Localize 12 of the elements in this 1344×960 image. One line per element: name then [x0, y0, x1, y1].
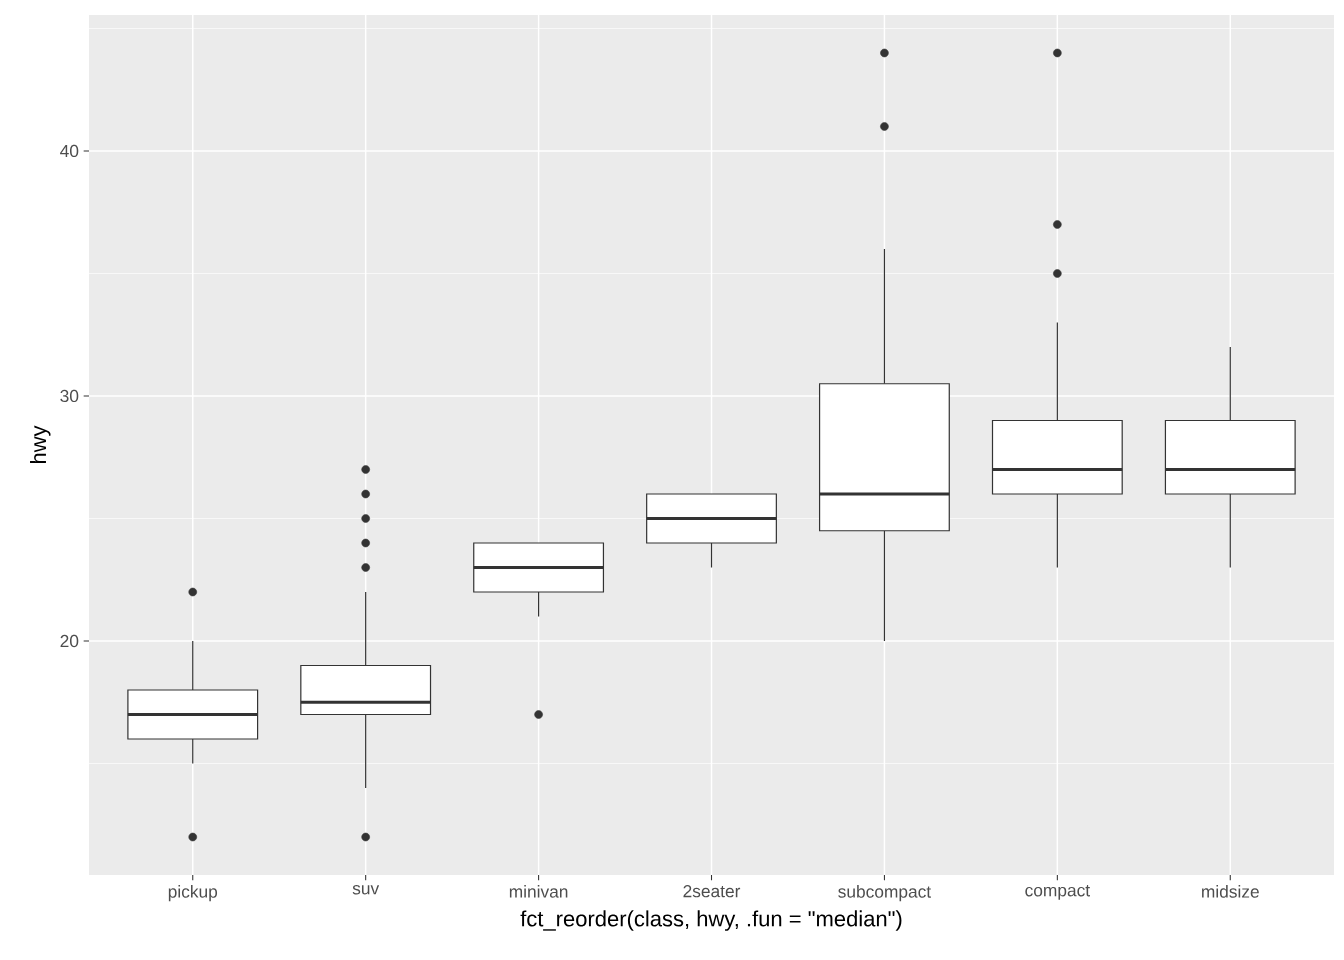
y-tick-label: 20 — [60, 634, 79, 648]
x-tick-label: minivan — [509, 885, 568, 898]
y-tick-label: 30 — [60, 389, 79, 403]
x-tick-label: suv — [352, 885, 380, 895]
y-axis-title: hwy — [30, 425, 51, 464]
x-axis-title: fct_reorder(class, hwy, .fun = "median") — [520, 910, 902, 931]
y-tick-label: 40 — [60, 144, 79, 158]
x-tick-label: pickup — [168, 885, 218, 902]
x-tick-label: 2seater — [683, 885, 741, 898]
x-tick-label: subcompact — [838, 885, 932, 902]
x-tick-label: compact — [1025, 885, 1090, 900]
x-tick-label: midsize — [1202, 885, 1259, 898]
